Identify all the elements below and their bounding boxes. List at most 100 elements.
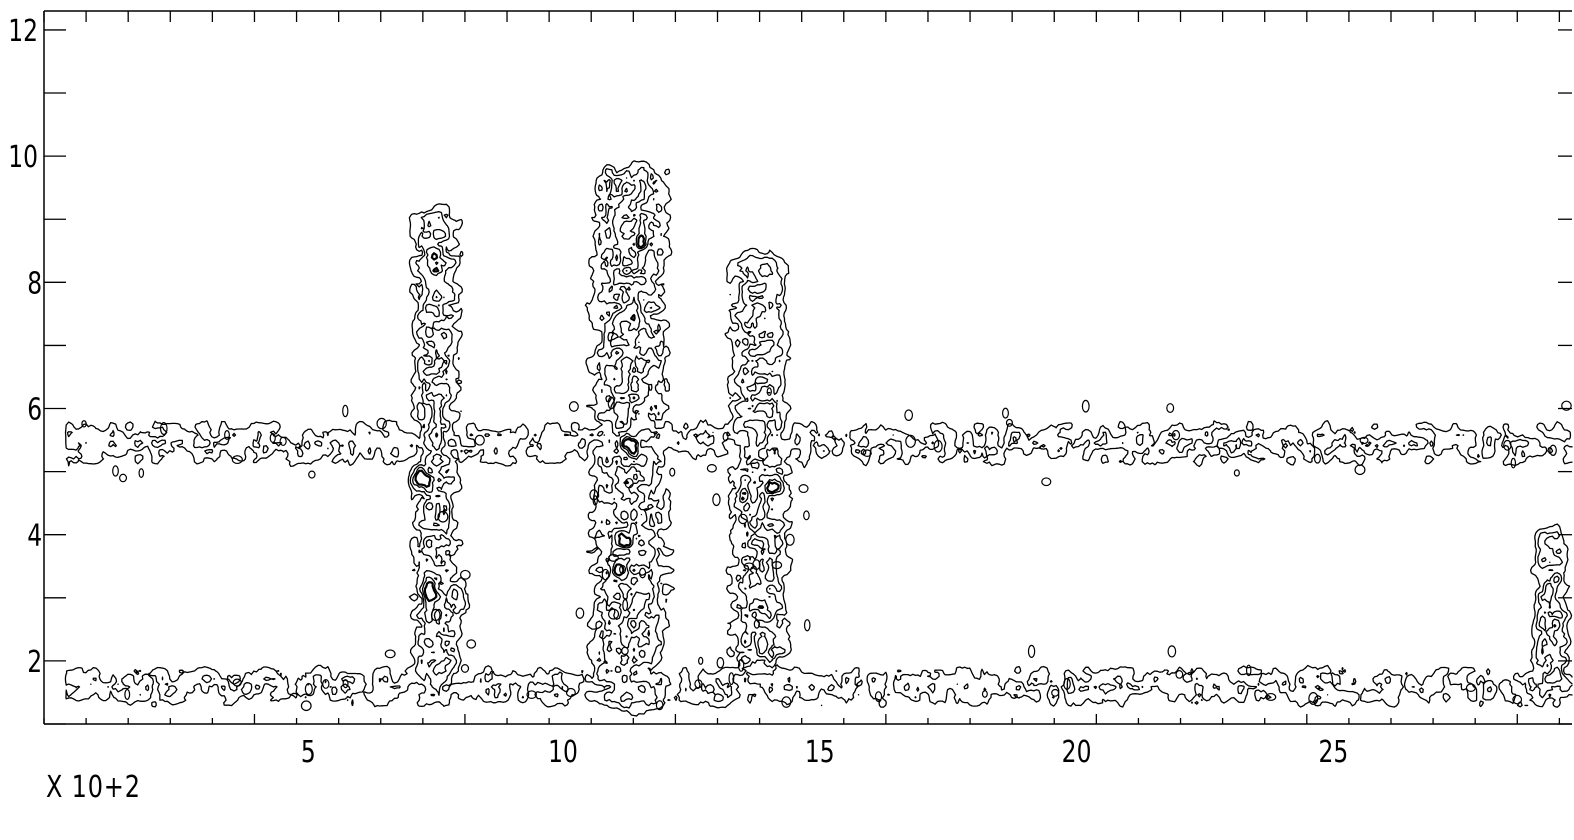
contour-speck (124, 688, 131, 700)
contour-speck (322, 679, 330, 689)
contour-speck (1027, 644, 1036, 659)
contour-speck (568, 401, 579, 412)
contour-speck (743, 562, 755, 570)
y-tick-label: 10 (8, 140, 38, 175)
x-tick-label: 15 (805, 735, 835, 770)
x-tick-label: 5 (301, 735, 316, 770)
contour-speck (694, 679, 703, 689)
contour-speck (706, 464, 717, 473)
contour-speck (655, 700, 664, 711)
contour-speck (722, 432, 729, 442)
contour-speck (526, 690, 537, 699)
contour-speck (728, 672, 735, 686)
contour-speck (159, 422, 168, 435)
x-tick-label: 25 (1318, 735, 1348, 770)
contour-speck (1063, 678, 1071, 690)
contour-speck (1081, 399, 1090, 413)
contour-speck (269, 433, 276, 443)
contour-speck (342, 679, 349, 689)
plot-frame (43, 10, 1572, 725)
contour-speck (619, 564, 627, 575)
contour-speck (1265, 692, 1277, 701)
contour-speck (771, 561, 783, 570)
y-tick-label: 8 (27, 267, 42, 302)
contour-speck (601, 568, 610, 581)
contour-speck (698, 656, 704, 665)
contour-speck (112, 465, 119, 477)
contour-speck (138, 468, 145, 478)
contour-speck (224, 430, 230, 440)
y-tick-label: 4 (27, 519, 42, 554)
contour-speck (753, 619, 760, 629)
contour-speck (1512, 694, 1523, 705)
contour-speck (622, 598, 629, 612)
contour-speck (1561, 400, 1572, 411)
contour-speck (803, 510, 810, 521)
contour-speck (904, 409, 914, 421)
contour-level-1 (64, 160, 1573, 717)
contour-speck (608, 553, 619, 562)
contour-speck (981, 690, 988, 698)
contour-speck (1166, 403, 1175, 413)
contour-speck (460, 569, 471, 580)
contour-speck (279, 436, 287, 447)
contour-speck (474, 434, 485, 446)
contour-speck (621, 646, 629, 656)
contour-speck (384, 649, 396, 659)
contour-speck (376, 417, 387, 430)
contour-speck (1465, 683, 1476, 692)
contour-speck (905, 434, 916, 448)
contour-speck (466, 639, 477, 649)
contour-speck (81, 420, 87, 428)
y-tick-label: 12 (8, 14, 38, 49)
contour-speck (1002, 407, 1009, 419)
contour-speck (565, 687, 576, 698)
contour-speck (430, 608, 441, 622)
contour-speck (231, 455, 243, 465)
contour-speck (1233, 469, 1240, 477)
contour-speck (1041, 477, 1052, 487)
contour-speck (437, 510, 449, 523)
x-tick-label: 20 (1062, 735, 1092, 770)
y-tick-label: 2 (27, 645, 42, 680)
contour-speck (669, 467, 676, 477)
contour-speck (607, 396, 615, 410)
contour-speck (608, 608, 620, 620)
contour-speck (766, 387, 772, 397)
contour-speck (874, 691, 883, 703)
contour-speck (712, 493, 721, 507)
contour-level-2 (66, 166, 1573, 709)
contour-speck (716, 657, 725, 669)
contour-speck (460, 664, 470, 673)
contour-speck (589, 489, 599, 501)
tick-labels: 510152025303524681012 (8, 14, 1348, 770)
contour-speck (592, 495, 598, 506)
contour-speck (638, 567, 647, 579)
contour-speck (1549, 444, 1557, 456)
x-tick-label: 10 (548, 735, 578, 770)
contour-lines (64, 160, 1573, 717)
contour-speck (798, 484, 809, 494)
x-scale-note: X 10+2 (46, 770, 141, 805)
contour-speck (1171, 429, 1181, 441)
contour-speck (781, 696, 792, 708)
contour-speck (300, 700, 312, 712)
contour-level-3 (412, 177, 1563, 694)
contour-speck (119, 473, 128, 483)
contour-speck (1313, 453, 1321, 464)
contour-speck (933, 439, 943, 453)
contour-speck (308, 470, 316, 479)
contour-speck (1167, 645, 1177, 658)
contour-speck (738, 513, 748, 525)
contour-speck (1245, 664, 1252, 677)
contour-speck (737, 658, 745, 672)
contour-speck (785, 533, 795, 546)
y-tick-label: 6 (27, 393, 42, 428)
contour-speck (1308, 692, 1319, 705)
contour-speck (1051, 688, 1060, 697)
contour-speck (1005, 418, 1013, 427)
axis-ticks (43, 11, 1572, 725)
contour-speck (862, 449, 872, 457)
contour-speck (1510, 457, 1517, 469)
